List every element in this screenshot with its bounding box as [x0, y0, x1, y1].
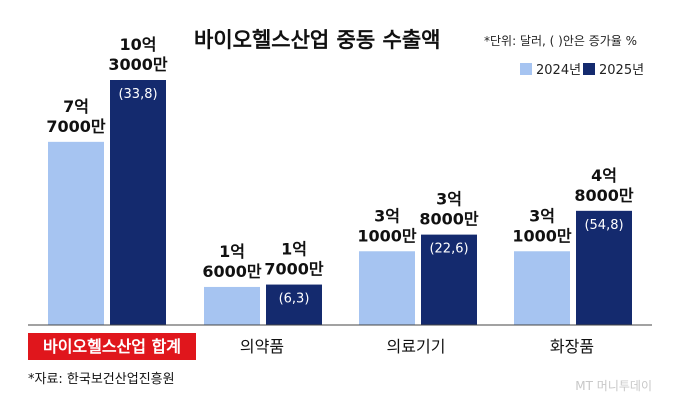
bar-2025년-1 — [266, 284, 322, 325]
value-label-line2: 7000만 — [46, 117, 106, 136]
bar-2024년-1 — [204, 286, 260, 325]
growth-label: (22,6) — [429, 242, 468, 257]
legend-label-2024: 2024년 — [536, 63, 581, 78]
bar-2024년-2 — [359, 251, 415, 325]
value-label-line1: 3억 — [529, 206, 555, 225]
unit-note: *단위: 달러, ( )안은 증가율 % — [484, 34, 637, 48]
value-label-line1: 1억 — [281, 240, 307, 259]
value-labels-group: 7억7000만10억3000만(33,8)1억6000만1억7000만(6,3)… — [46, 35, 634, 307]
legend-label-2025: 2025년 — [599, 63, 644, 78]
value-label-line2: 6000만 — [202, 262, 262, 281]
value-label-line1: 1억 — [219, 242, 245, 261]
value-label-line2: 8000만 — [574, 186, 634, 205]
category-label-medical-devices: 의료기기 — [387, 337, 446, 356]
value-label-line1: 3억 — [436, 190, 462, 209]
bar-2024년-3 — [514, 251, 570, 325]
legend: 2024년 2025년 — [520, 63, 644, 78]
growth-label: (6,3) — [279, 292, 310, 307]
value-label-line1: 4억 — [591, 166, 617, 185]
legend-swatch-2025 — [583, 63, 595, 75]
category-label-pharma: 의약품 — [240, 337, 284, 356]
category-label-total: 바이오헬스산업 합계 — [43, 337, 181, 356]
legend-swatch-2024 — [520, 63, 532, 75]
value-label-line2: 8000만 — [419, 210, 479, 229]
chart-title: 바이오헬스산업 중동 수출액 — [194, 28, 440, 52]
value-label-line1: 3억 — [374, 206, 400, 225]
bar-2025년-2 — [421, 234, 477, 325]
watermark-logo: MT 머니투데이 — [575, 379, 652, 393]
value-label-line2: 1000만 — [512, 226, 572, 245]
bar-2024년-0 — [48, 141, 104, 325]
growth-label: (54,8) — [584, 218, 623, 233]
value-label-line1: 7억 — [63, 97, 89, 116]
bar-2025년-0 — [110, 80, 166, 325]
value-label-line2: 1000만 — [357, 226, 417, 245]
highlight-category-bg — [28, 333, 196, 360]
bars-group — [48, 80, 632, 325]
value-label-line2: 3000만 — [108, 55, 168, 74]
bar-2025년-3 — [576, 210, 632, 325]
value-label-line2: 7000만 — [264, 260, 324, 279]
value-label-line1: 10억 — [120, 35, 157, 54]
category-label-cosmetics: 화장품 — [550, 337, 594, 356]
source-note: *자료: 한국보건산업진흥원 — [28, 372, 175, 387]
growth-label: (33,8) — [118, 87, 157, 102]
